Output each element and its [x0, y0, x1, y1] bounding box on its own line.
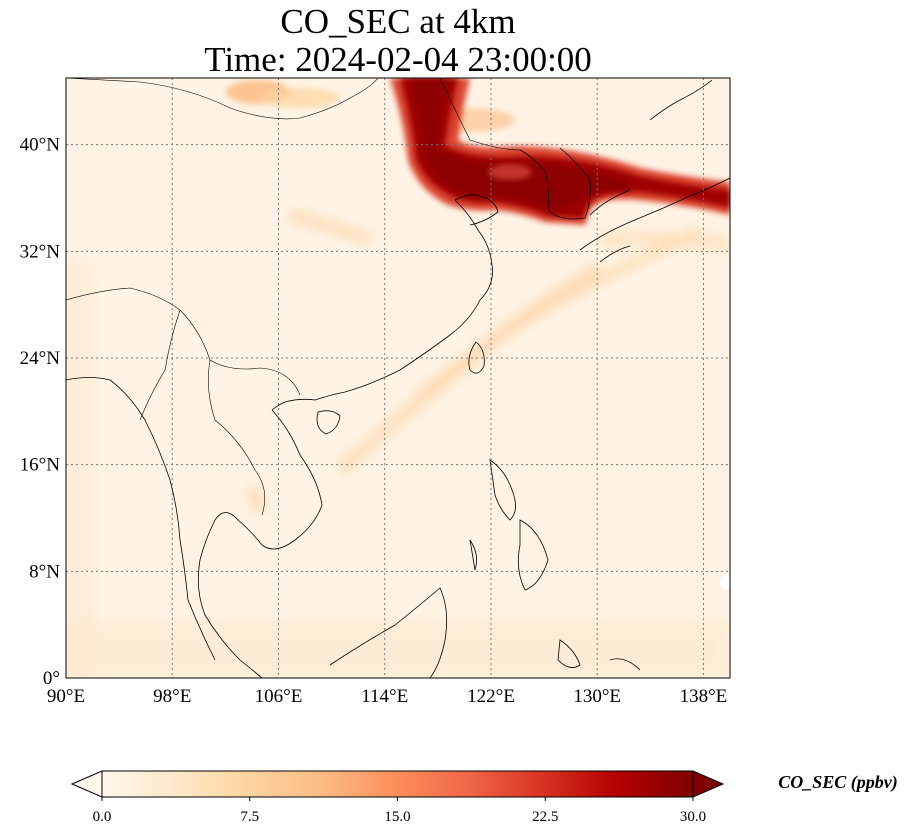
colorbar-extend-min [70, 770, 103, 798]
latitude-axis: 0° 8°N 16°N 24°N 32°N 40°N [20, 135, 61, 689]
map-subtitle-time: Time: 2024-02-04 23:00:00 [204, 40, 592, 79]
borneo-coastline [329, 587, 448, 678]
colorbar-gradient [102, 771, 693, 797]
colorbar-tick-label: 30.0 [680, 809, 706, 825]
missing-data-patch [720, 574, 730, 590]
colorbar-tick-label: 7.5 [240, 809, 259, 825]
lon-tick-label: 138°E [680, 686, 728, 707]
western-edge-tint [66, 260, 96, 678]
colorbar-extend-max [692, 770, 725, 798]
lat-tick-label: 16°N [20, 455, 61, 476]
map-area [66, 78, 730, 678]
sulawesi-coastline [557, 639, 641, 671]
colorbar-ticks: 0.0 7.5 15.0 22.5 30.0 [93, 797, 706, 825]
colorbar-tick-label: 0.0 [93, 809, 112, 825]
plume-high [390, 78, 730, 225]
china-coastline [271, 199, 493, 411]
colorbar: 0.0 7.5 15.0 22.5 30.0 CO_SEC (ppbv) [70, 770, 898, 825]
korea-coastline [519, 147, 591, 220]
lat-tick-label: 40°N [20, 135, 61, 156]
gridlines [66, 78, 730, 678]
shandong-coastline [454, 194, 499, 226]
indochina-coastline [197, 409, 323, 678]
lat-tick-label: 24°N [20, 348, 61, 369]
map-frame [65, 77, 731, 679]
lat-tick-label: 32°N [20, 241, 61, 262]
lon-tick-label: 114°E [361, 686, 408, 707]
lon-tick-label: 98°E [153, 686, 191, 707]
lat-tick-label: 8°N [29, 561, 60, 582]
myanmar-coastline [66, 377, 216, 661]
lon-tick-label: 122°E [467, 686, 515, 707]
colorbar-tick-label: 22.5 [532, 809, 558, 825]
lat-tick-label: 0° [43, 668, 60, 689]
japan-coastline [579, 79, 730, 263]
lon-tick-label: 106°E [255, 686, 303, 707]
taiwan-coastline [468, 341, 485, 374]
colorbar-tick-label: 15.0 [384, 809, 410, 825]
lon-tick-label: 90°E [47, 686, 85, 707]
philippines-coastline [469, 459, 549, 591]
coastlines [66, 78, 730, 678]
southern-edge-tint [66, 620, 730, 678]
lon-tick-label: 130°E [573, 686, 621, 707]
colorbar-label: CO_SEC (ppbv) [778, 772, 898, 793]
map-title: CO_SEC at 4km [280, 2, 516, 41]
land-borders [66, 78, 521, 516]
hainan-coastline [316, 410, 341, 435]
plume-low-streaks [246, 210, 730, 512]
longitude-axis: 90°E 98°E 106°E 114°E 122°E 130°E 138°E [47, 686, 727, 707]
